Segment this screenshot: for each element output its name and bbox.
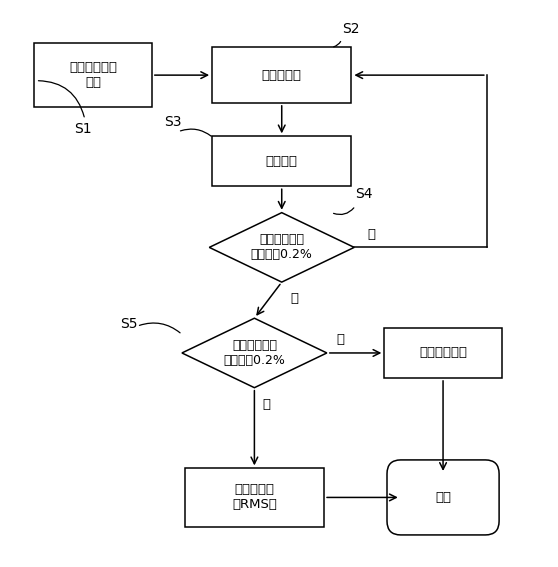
FancyBboxPatch shape <box>384 328 502 378</box>
FancyBboxPatch shape <box>387 460 499 535</box>
FancyBboxPatch shape <box>34 43 152 107</box>
Text: S1: S1 <box>74 122 92 136</box>
Text: 第五电阻误差
是否超过0.2%: 第五电阻误差 是否超过0.2% <box>223 339 285 367</box>
Text: S2: S2 <box>342 22 359 36</box>
Text: 接入电阻偏差
是否超过0.2%: 接入电阻偏差 是否超过0.2% <box>251 234 312 261</box>
Text: 测量血液正
弦RMS值: 测量血液正 弦RMS值 <box>232 484 277 511</box>
Polygon shape <box>209 213 354 282</box>
Text: S4: S4 <box>355 187 373 201</box>
Text: 是: 是 <box>368 228 376 241</box>
FancyBboxPatch shape <box>185 468 324 527</box>
Text: 电路定标: 电路定标 <box>266 155 298 168</box>
Text: S5: S5 <box>121 316 138 331</box>
Text: 结束: 结束 <box>435 491 451 504</box>
FancyBboxPatch shape <box>212 48 352 103</box>
Text: 是: 是 <box>336 333 345 346</box>
Text: 设置标准值: 设置标准值 <box>262 69 302 82</box>
Text: 否: 否 <box>263 397 271 411</box>
Text: S3: S3 <box>164 115 182 129</box>
Text: 否: 否 <box>290 292 298 305</box>
Polygon shape <box>182 318 327 388</box>
Text: 产生标准的正
弦波: 产生标准的正 弦波 <box>69 61 117 89</box>
FancyBboxPatch shape <box>212 136 352 186</box>
Text: 提示电路异常: 提示电路异常 <box>419 346 467 359</box>
